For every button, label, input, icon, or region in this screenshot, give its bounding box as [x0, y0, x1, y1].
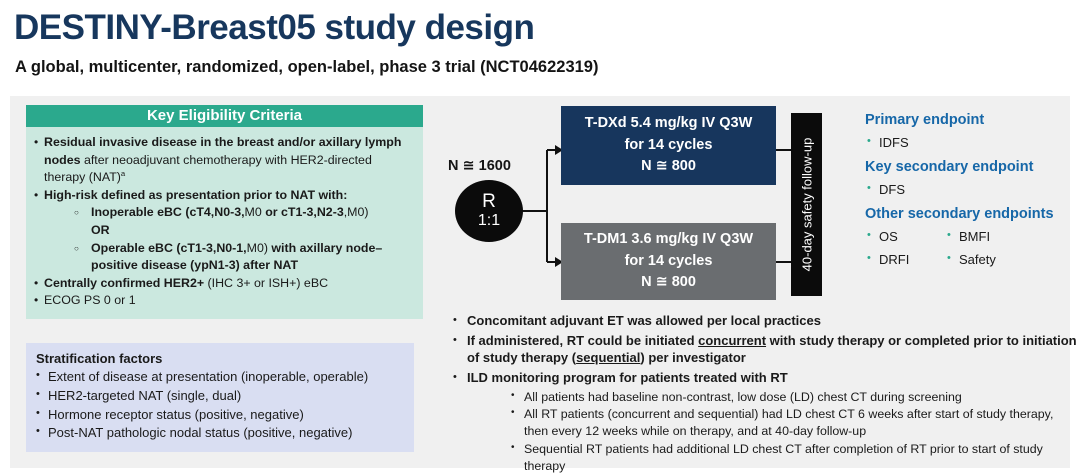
notes-list: • Concomitant adjuvant ET was allowed per… — [447, 313, 1079, 475]
eligibility-body: • Residual invasive disease in the breast… — [26, 127, 423, 320]
bullet-icon: • — [34, 135, 39, 149]
bullet-icon: • — [34, 293, 39, 308]
list-item: • Residual invasive disease in the breast… — [34, 135, 402, 185]
arm-text-line: for 14 cycles — [624, 136, 713, 153]
bullet-icon: • — [511, 389, 515, 401]
followup-label: 40-day safety follow-up — [799, 137, 814, 272]
bullet-icon: • — [453, 333, 457, 346]
bullet-icon: • — [867, 252, 871, 264]
list-item: • Safety — [947, 252, 996, 267]
list-item: • HER2-targeted NAT (single, dual) — [36, 387, 242, 403]
randomization-r-label: R — [482, 191, 496, 213]
list-item: • Hormone receptor status (positive, nega… — [36, 406, 304, 422]
bullet-icon: • — [947, 229, 951, 241]
arm-tdxd-box: T-DXd 5.4 mg/kg IV Q3W for 14 cycles N ≅ 8… — [561, 106, 776, 185]
notes-section: • Concomitant adjuvant ET was allowed per… — [447, 313, 1079, 476]
endpoint-list: • IDFS — [865, 135, 1070, 150]
endpoint-list: • BMFI • Safety — [945, 229, 996, 275]
n-total-label: N ≅ 1600 — [448, 158, 511, 174]
list-item: • DRFI — [867, 252, 910, 267]
list-item: • BMFI — [947, 229, 991, 244]
endpoint-list: • OS • DRFI — [865, 229, 945, 275]
endpoint-heading: Other secondary endpoints — [865, 206, 1054, 222]
bullet-icon: ○ — [74, 243, 79, 253]
bullet-icon: • — [453, 314, 457, 326]
stratification-header: Stratification factors — [36, 351, 163, 366]
arm-text-line: N ≅ 800 — [641, 274, 696, 291]
list-item: ○ Inoperable eBC (cT4,N0-3,M0 or cT1-3,N2… — [74, 205, 369, 238]
bullet-icon: • — [36, 406, 40, 419]
list-item: • All RT patients (concurrent and sequent… — [511, 407, 1054, 439]
list-item: ○ Operable eBC (cT1-3,N0-1,M0) with axill… — [74, 240, 383, 273]
page-title: DESTINY-Breast05 study design — [14, 8, 535, 47]
endpoint-heading: Primary endpoint — [865, 112, 985, 128]
list-item: • High-risk defined as presentation prior… — [34, 187, 415, 275]
endpoint-list: • DFS — [865, 182, 1070, 197]
bullet-icon: • — [34, 187, 39, 202]
list-item: • Post-NAT pathologic nodal status (posit… — [36, 425, 353, 441]
list-item: • ILD monitoring program for patients tre… — [447, 370, 1079, 475]
list-item: • ECOG PS 0 or 1 — [34, 292, 415, 310]
bullet-icon: • — [867, 182, 871, 194]
randomization-circle: R 1:1 — [455, 180, 523, 242]
bullet-icon: • — [36, 369, 40, 382]
list-item: • IDFS — [867, 135, 909, 150]
eligibility-list: • Residual invasive disease in the breast… — [34, 134, 415, 310]
list-item: • Sequential RT patients had additional L… — [511, 442, 1043, 473]
bullet-icon: • — [34, 275, 39, 290]
list-item: • OS — [867, 229, 898, 244]
arm-tdm1-box: T-DM1 3.6 mg/kg IV Q3W for 14 cycles N ≅ 8… — [561, 223, 776, 300]
notes-sublist: • All patients had baseline non-contrast,… — [509, 389, 1079, 475]
endpoints-panel: Primary endpoint • IDFS Key secondary endpo… — [865, 112, 1070, 284]
bullet-icon: • — [867, 229, 871, 241]
list-item: • If administered, RT could be initiated … — [453, 332, 1077, 365]
endpoint-heading: Key secondary endpoint — [865, 159, 1034, 175]
list-item: • All patients had baseline non-contrast,… — [511, 389, 962, 404]
stratification-list: • Extent of disease at presentation (inop… — [36, 368, 406, 443]
bullet-icon: • — [511, 407, 515, 419]
endpoint-columns: • OS • DRFI • BMFI • Safety — [865, 229, 1070, 275]
list-item: • Centrally confirmed HER2+ (IHC 3+ or IS… — [34, 275, 415, 293]
arm-text-line: T-DM1 3.6 mg/kg IV Q3W — [583, 230, 754, 247]
randomization-ratio-label: 1:1 — [477, 212, 501, 230]
followup-bar: 40-day safety follow-up — [791, 113, 822, 296]
list-item: • Concomitant adjuvant ET was allowed per… — [453, 313, 821, 328]
bullet-icon: ○ — [74, 208, 79, 218]
bullet-icon: • — [36, 387, 40, 400]
bullet-icon: • — [867, 135, 871, 147]
eligibility-sublist: ○ Inoperable eBC (cT4,N0-3,M0 or cT1-3,N2… — [74, 204, 415, 274]
arm-text-line: N ≅ 800 — [641, 158, 696, 175]
list-item: • DFS — [867, 182, 905, 197]
bullet-icon: • — [947, 252, 951, 264]
bullet-icon: • — [36, 425, 40, 438]
stratification-box: Stratification factors • Extent of diseas… — [26, 343, 414, 453]
arm-text-line: T-DXd 5.4 mg/kg IV Q3W — [584, 114, 753, 131]
eligibility-header: Key Eligibility Criteria — [26, 105, 423, 127]
bullet-icon: • — [453, 370, 457, 383]
list-item: • Extent of disease at presentation (inop… — [36, 369, 369, 385]
endpoint-section: Primary endpoint • IDFS — [865, 112, 1070, 150]
eligibility-box: Key Eligibility Criteria • Residual invas… — [26, 105, 423, 320]
arm-text-line: for 14 cycles — [624, 252, 713, 269]
page-subtitle: A global, multicenter, randomized, open-… — [15, 58, 599, 76]
endpoint-section: Other secondary endpoints • OS • DRFI • BMFI • S… — [865, 206, 1070, 275]
bullet-icon: • — [511, 442, 515, 454]
endpoint-section: Key secondary endpoint • DFS — [865, 159, 1070, 197]
